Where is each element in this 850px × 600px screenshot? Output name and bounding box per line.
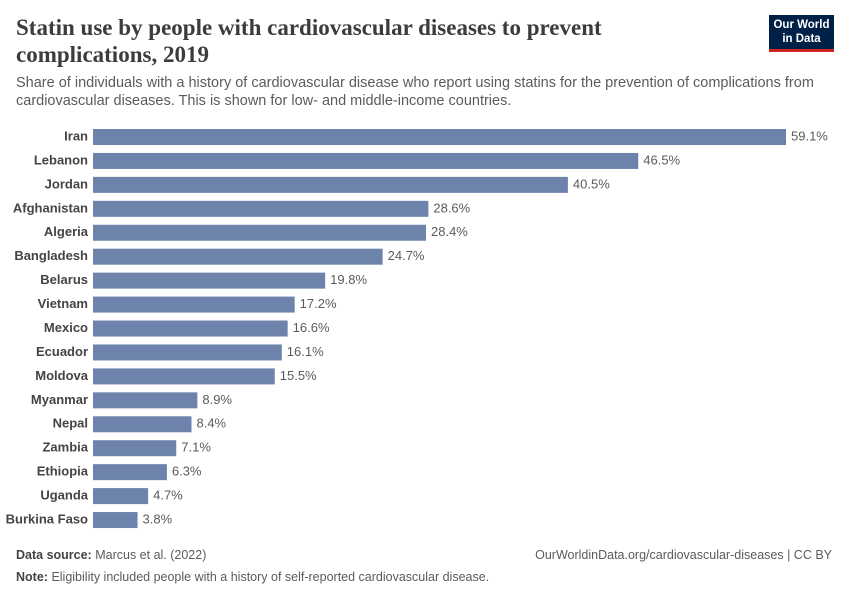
category-label: Iran [64,128,88,143]
bar [93,464,167,481]
value-label: 15.5% [280,368,317,383]
value-label: 4.7% [153,488,183,503]
category-label: Afghanistan [13,200,88,215]
category-label: Ethiopia [37,464,89,479]
category-label: Myanmar [31,392,88,407]
logo-line: in Data [782,33,821,45]
note-label: Note: [16,570,48,584]
bar [93,176,568,193]
category-label: Algeria [44,224,89,239]
url[interactable]: OurWorldinData.org/cardiovascular-diseas… [535,548,832,562]
value-label: 3.8% [143,511,173,526]
note-text: Eligibility included people with a histo… [51,570,490,584]
chart-title: Statin use by people with cardiovascular… [16,15,602,67]
chart: Iran 59.1% Lebanon 46.5% Jordan 40.5% Afghanis… [6,128,828,529]
value-label: 59.1% [791,128,828,143]
bar [93,129,786,145]
category-label: Burkina Faso [6,511,88,526]
logo[interactable]: Our World in Data [769,15,834,52]
category-label: Zambia [42,440,88,455]
category-label: Nepal [53,416,88,431]
note: Note: Eligibility included people with a… [16,570,489,584]
value-label: 8.4% [196,416,226,431]
category-label: Moldova [35,368,88,383]
category-label: Jordan [45,176,88,191]
bar [93,392,198,409]
value-label: 46.5% [643,152,680,167]
bar [93,440,177,457]
value-label: 17.2% [300,296,337,311]
value-label: 8.9% [202,392,232,407]
category-label: Mexico [44,320,88,335]
bar [93,416,192,433]
category-label: Belarus [40,272,88,287]
value-label: 28.6% [433,200,470,215]
bar [93,344,282,361]
category-label: Lebanon [34,152,88,167]
value-label: 7.1% [181,440,211,455]
source-text[interactable]: Marcus et al. (2022) [95,548,207,562]
bar [93,512,138,529]
bar [93,488,149,505]
bar [93,296,295,313]
bar [93,200,429,217]
bar [93,224,427,241]
bar [93,368,275,385]
value-label: 16.1% [287,344,324,359]
bar [93,320,288,337]
value-label: 6.3% [172,464,202,479]
bar [93,248,383,265]
category-label: Bangladesh [14,248,88,263]
value-label: 28.4% [431,224,468,239]
source-label: Data source: [16,548,92,562]
logo-line: Our World [773,19,830,31]
chart-subtitle: Share of individuals with a history of c… [16,75,814,109]
bar [93,152,639,169]
category-label: Ecuador [36,344,88,359]
value-label: 24.7% [388,248,425,263]
source: Data source: Marcus et al. (2022) [16,548,206,562]
value-label: 40.5% [573,176,610,191]
category-label: Uganda [40,488,88,503]
bar [93,272,326,289]
value-label: 16.6% [293,320,330,335]
value-label: 19.8% [330,272,367,287]
category-label: Vietnam [38,296,88,311]
